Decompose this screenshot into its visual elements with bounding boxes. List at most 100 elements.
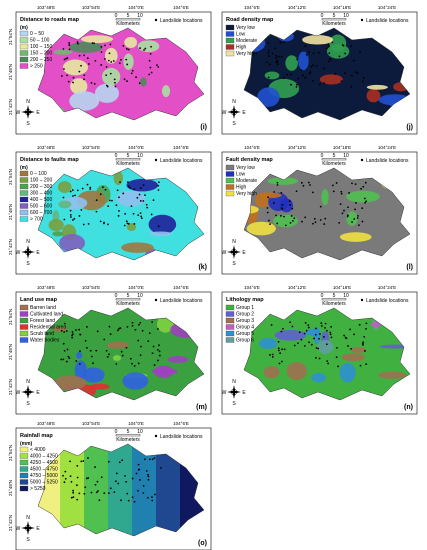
landslide-point — [86, 346, 88, 349]
legend-swatch — [225, 44, 235, 50]
landslide-point — [156, 64, 158, 67]
landslide-point — [120, 58, 122, 61]
zone — [161, 85, 171, 98]
zone — [137, 40, 160, 53]
landslide-point — [63, 331, 66, 333]
compass-letter: S — [26, 401, 30, 407]
points-label: Landslide locations — [160, 18, 203, 24]
landslide-point — [72, 496, 75, 498]
legend-swatch — [19, 459, 29, 466]
zone — [285, 55, 298, 71]
landslide-point — [269, 353, 271, 356]
landslide-point — [125, 48, 128, 50]
landslide-point — [125, 58, 128, 61]
legend-label: Group 2 — [236, 312, 254, 318]
landslide-point — [95, 199, 98, 202]
landslide-point — [281, 208, 284, 210]
landslide-point — [143, 49, 145, 51]
landslide-point — [271, 52, 274, 55]
zone — [273, 214, 298, 228]
landslide-point — [94, 59, 97, 62]
landslide-point — [293, 344, 296, 347]
landslide-point — [63, 218, 66, 221]
zone — [153, 365, 174, 378]
landslide-point — [280, 360, 283, 363]
landslide-point — [301, 220, 303, 223]
legend-label: > 250 — [30, 64, 43, 70]
zone — [341, 353, 365, 362]
landslide-point — [96, 330, 99, 333]
landslide-point — [292, 219, 294, 222]
landslide-point — [326, 329, 328, 332]
north-arrow — [21, 385, 35, 399]
landslide-point — [89, 186, 92, 189]
compass-letter: N — [26, 515, 30, 521]
landslide-point — [314, 333, 317, 336]
zone — [116, 190, 146, 207]
longitude-label: 104°0'E — [128, 5, 144, 10]
landslide-point — [147, 475, 150, 478]
landslide-point — [127, 48, 130, 51]
landslide-point — [278, 362, 281, 365]
landslide-point — [89, 349, 92, 352]
legend-label: 100 – 150 — [30, 44, 52, 50]
landslide-point — [100, 46, 103, 48]
landslide-point — [103, 338, 106, 341]
map-title: Land use map — [20, 297, 58, 303]
landslide-point — [362, 343, 364, 346]
legend-swatch — [19, 37, 29, 43]
longitude-label: 104°24'E — [378, 285, 396, 290]
legend-swatch — [19, 209, 29, 216]
landslide-point — [93, 82, 96, 85]
zone — [286, 362, 307, 381]
landslide-point — [326, 360, 329, 363]
landslide-point — [126, 492, 129, 495]
zone — [52, 231, 64, 237]
landslide-point — [152, 345, 155, 348]
landslide-point — [300, 69, 303, 72]
landslide-point — [304, 45, 306, 47]
landslide-point — [283, 215, 285, 218]
landslide-point — [94, 466, 96, 468]
landslide-point — [127, 181, 129, 184]
panel-label: (j) — [406, 124, 413, 131]
landslide-point — [122, 44, 125, 47]
landslide-point — [146, 206, 149, 209]
landslide-point — [64, 470, 67, 473]
landslide-point — [150, 213, 153, 216]
longitude-label: 103°48'E — [37, 285, 55, 290]
north-arrow — [21, 245, 35, 259]
landslide-point — [276, 183, 279, 186]
landslide-point — [151, 496, 153, 499]
landslide-point — [354, 208, 356, 211]
landslide-point — [342, 44, 345, 47]
scale-bar — [321, 298, 347, 301]
landslide-point — [108, 325, 111, 328]
scale-tick: 5 — [333, 153, 336, 159]
landslide-point — [362, 77, 365, 79]
landslide-point — [337, 365, 339, 368]
landslide-point — [340, 190, 343, 193]
landslide-point — [127, 222, 130, 225]
landslide-point — [120, 350, 123, 353]
landslide-point — [309, 71, 312, 74]
legend-label: 5000 – 5250 — [30, 480, 58, 486]
landslide-point — [129, 187, 132, 189]
landslide-point — [312, 52, 315, 55]
compass-letter: N — [232, 99, 236, 105]
zone — [84, 444, 109, 536]
scale-tick: 0 — [115, 153, 118, 159]
zone — [246, 221, 276, 236]
legend-label: > 700 — [30, 217, 43, 223]
landslide-point — [119, 181, 121, 184]
landslide-point — [114, 85, 117, 88]
landslide-point — [117, 214, 120, 217]
compass-letter: W — [222, 110, 227, 116]
landslide-point — [137, 468, 140, 471]
longitude-label: 104°6'E — [244, 5, 260, 10]
scale-unit: Kilometers — [322, 21, 346, 27]
scale-bar — [115, 18, 141, 21]
legend-label: Very high — [236, 191, 257, 197]
legend-point — [360, 158, 364, 162]
landslide-point — [328, 52, 331, 55]
